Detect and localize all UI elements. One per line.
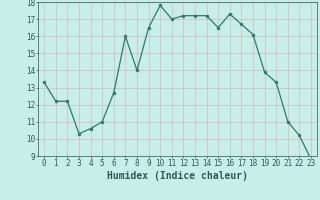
- X-axis label: Humidex (Indice chaleur): Humidex (Indice chaleur): [107, 171, 248, 181]
